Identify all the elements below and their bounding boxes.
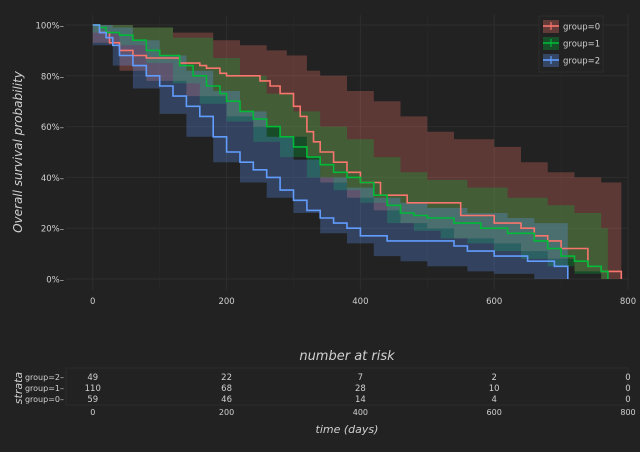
survival-curve-group-1	[92, 24, 609, 279]
risk-cell: 59	[87, 395, 98, 405]
risk-cell: 4	[491, 395, 496, 405]
risk-x-tick-label: 0	[90, 408, 95, 417]
risk-x-tick-label: 400	[353, 408, 368, 417]
legend: group=0 group=1 group=2	[538, 15, 604, 73]
x-tick-label: 800	[620, 297, 636, 307]
y-tick-label: 100%–	[35, 22, 64, 32]
y-tick-label: 0%–	[46, 276, 64, 286]
y-axis-label: Overall survival probability	[11, 70, 25, 233]
risk-cell: 49	[87, 373, 98, 383]
risk-table-frame	[65, 367, 629, 406]
risk-table-title: number at risk	[299, 349, 395, 364]
x-tick-label: 0	[90, 297, 95, 307]
risk-table: group=2– 49 22 7 2 0 group=1– 110 68 28 10 0 group=0…	[25, 367, 636, 417]
x-tick-label: 200	[218, 297, 234, 307]
survival-curves	[92, 24, 623, 279]
risk-cell: 7	[358, 373, 363, 383]
risk-row-label: group=0–	[25, 395, 64, 404]
risk-cell: 110	[85, 384, 101, 394]
risk-cell: 10	[489, 384, 500, 394]
risk-cell: 28	[355, 384, 366, 394]
risk-cell: 22	[221, 373, 232, 383]
risk-row-label: group=2–	[25, 373, 64, 382]
risk-x-tick-label: 800	[620, 408, 635, 417]
confidence-band-group-2	[92, 25, 568, 279]
legend-entry-label: group=0	[563, 23, 600, 33]
legend-entry-label: group=2	[563, 57, 600, 67]
risk-x-tick-label: 600	[487, 408, 502, 417]
y-tick-label: 80%–	[41, 72, 64, 82]
risk-cell: 0	[625, 373, 630, 383]
axes: 0%– 20%– 40%– 60%– 80%– 100%– 0 200 400 600 800	[35, 22, 636, 308]
x-tick-label: 600	[486, 297, 502, 307]
risk-cell: 0	[625, 395, 630, 405]
x-tick-label: 400	[352, 297, 368, 307]
risk-x-tick-label: 200	[219, 408, 234, 417]
survival-curve-group-2	[92, 24, 569, 279]
y-tick-label: 60%–	[41, 123, 64, 133]
y-tick-label: 20%–	[41, 225, 64, 235]
risk-cell: 14	[355, 395, 366, 405]
risk-cell: 46	[221, 395, 232, 405]
strata-label: strata	[12, 372, 25, 405]
survival-curve-group-0	[92, 24, 623, 279]
y-tick-label: 40%–	[41, 174, 64, 184]
risk-cell: 0	[625, 384, 630, 394]
risk-cell: 2	[491, 373, 496, 383]
risk-cell: 68	[221, 384, 232, 394]
risk-table-x-axis-label: time (days)	[316, 423, 379, 436]
legend-entry-label: group=1	[563, 40, 600, 50]
grid	[66, 15, 629, 290]
risk-row-label: group=1–	[25, 384, 64, 393]
